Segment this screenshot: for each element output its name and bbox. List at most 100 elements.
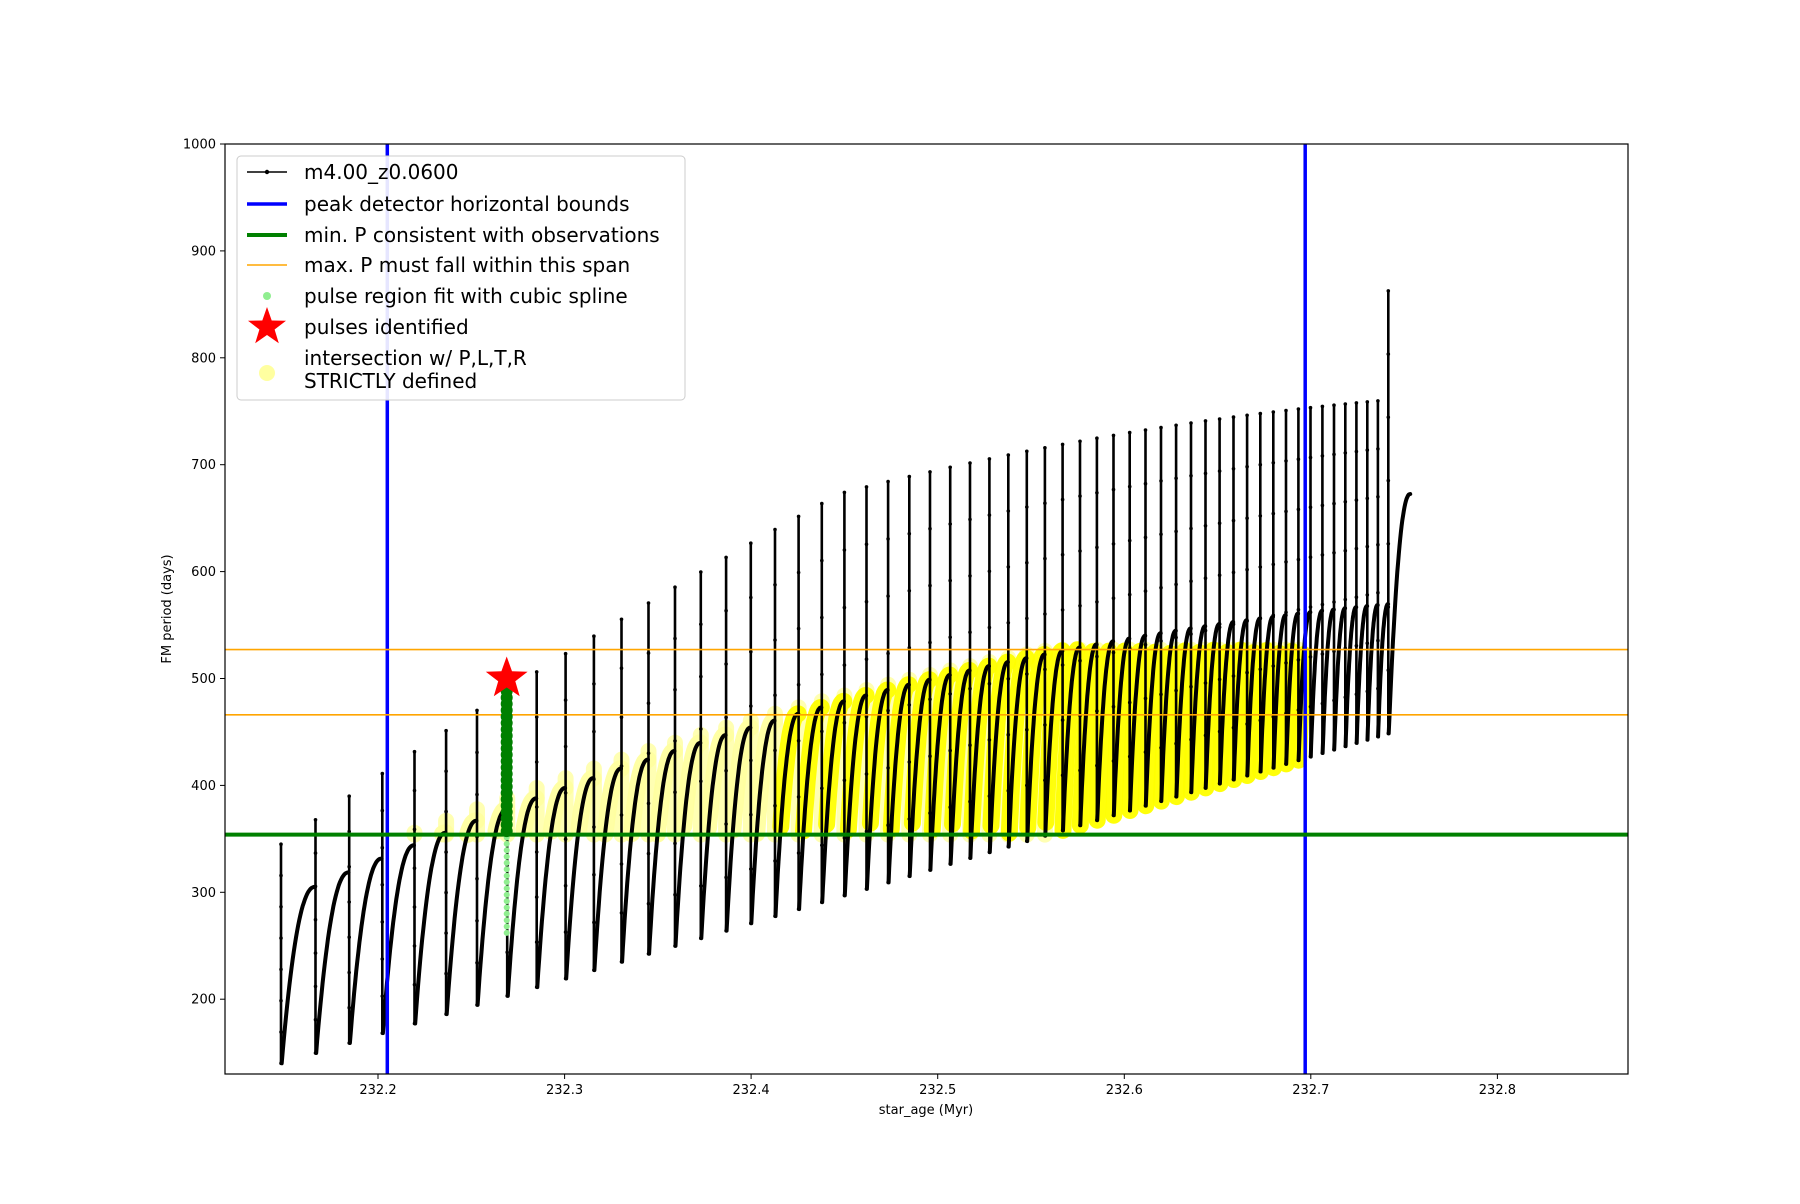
series-marker [749, 812, 753, 817]
series-marker [842, 778, 847, 783]
series-marker [987, 850, 992, 854]
series-marker [1320, 553, 1325, 557]
series-marker [1332, 501, 1336, 506]
series-marker [773, 748, 777, 753]
series-marker [1231, 622, 1236, 626]
series-marker [928, 470, 932, 474]
series-marker [1006, 788, 1011, 793]
max-period-span-lines [225, 648, 1628, 716]
y-axis-ticks: 200 300 400 500 600 700 800 900 1000 [183, 138, 225, 1008]
series-curve [347, 856, 384, 1045]
series-marker [1258, 769, 1263, 774]
series-marker [673, 687, 677, 692]
series-marker [928, 868, 932, 872]
series-marker [1296, 557, 1301, 562]
series-marker [1025, 783, 1029, 788]
series-marker [563, 651, 568, 656]
series-marker [1386, 478, 1391, 483]
series-marker [1284, 560, 1288, 564]
series-marker [1159, 425, 1163, 430]
series-marker [380, 957, 385, 961]
series-marker [1258, 411, 1263, 416]
series-marker [1174, 688, 1178, 693]
series-marker [1386, 542, 1391, 546]
series-marker [1231, 570, 1236, 575]
series-curve [864, 688, 890, 891]
series-marker [534, 850, 539, 854]
series-marker [1343, 500, 1348, 504]
legend-swatch-intersection [259, 365, 275, 381]
series-marker [1231, 725, 1236, 730]
series-marker [563, 976, 568, 981]
series-marker [1025, 505, 1029, 509]
series-marker [1189, 684, 1193, 689]
series-curve [505, 796, 539, 998]
series-marker [475, 876, 479, 881]
series-marker [928, 697, 932, 702]
series-marker [987, 513, 992, 517]
series-marker [1308, 605, 1313, 609]
series-marker [773, 693, 777, 697]
series-marker [1060, 828, 1065, 833]
series-marker [412, 788, 417, 793]
series-marker [1060, 497, 1065, 502]
pulse-identified-marker [485, 656, 528, 697]
series-marker [347, 829, 352, 834]
series-marker [534, 670, 539, 674]
series-marker [1111, 433, 1116, 438]
series-marker [1111, 650, 1116, 655]
x-tick-label: 232.5 [919, 1083, 956, 1098]
y-tick-label: 900 [191, 244, 216, 259]
series-marker [1095, 545, 1099, 550]
series-marker [864, 657, 869, 661]
series-marker [1060, 718, 1065, 722]
series-marker [313, 951, 318, 955]
series-marker [1296, 758, 1301, 762]
y-tick-label: 500 [191, 672, 216, 687]
legend-marker-series-swatch [264, 169, 270, 175]
series-marker [1365, 544, 1370, 549]
series-marker [1043, 446, 1047, 450]
series-curve [592, 766, 623, 973]
series-marker [673, 790, 677, 794]
series-marker [380, 1031, 385, 1035]
series-marker [1365, 641, 1370, 645]
series-marker [886, 651, 890, 656]
series-marker [1258, 462, 1263, 467]
series-marker [1189, 526, 1193, 531]
series-marker [1231, 415, 1236, 419]
series-marker [673, 739, 677, 743]
series-marker [699, 674, 703, 679]
series-marker [1217, 521, 1222, 525]
x-axis-ticks: 232.2 232.3 232.4 232.5 232.6 232.7 232.8 [359, 1074, 1516, 1098]
series-marker [1376, 399, 1380, 403]
series-marker [534, 985, 539, 989]
series-marker [1143, 803, 1148, 808]
series-marker [475, 1003, 479, 1007]
series-curve [797, 705, 824, 912]
series-marker [724, 555, 728, 560]
series-marker [948, 748, 952, 753]
series-marker [1078, 604, 1082, 608]
series-marker [796, 739, 801, 743]
series-marker [699, 779, 703, 784]
series-marker [505, 950, 510, 955]
series-marker [886, 708, 890, 713]
legend-entry-max-period-span: max. P must fall within this span [247, 253, 630, 277]
series-marker [1006, 677, 1011, 681]
series-curve [1386, 492, 1413, 736]
series-marker [1296, 457, 1301, 462]
x-tick-label: 232.8 [1479, 1083, 1516, 1098]
legend-label-intersection-line2: STRICTLY defined [304, 369, 477, 393]
series-marker [1078, 439, 1082, 444]
series-marker [820, 786, 824, 791]
series-marker [1203, 786, 1208, 790]
series-marker [646, 601, 651, 605]
series-marker [1245, 619, 1249, 623]
series-marker [412, 866, 417, 870]
series-marker [1043, 501, 1047, 506]
series-marker [534, 895, 539, 899]
series-marker [987, 625, 992, 630]
legend-label-min-period: min. P consistent with observations [304, 223, 660, 247]
series-marker [968, 461, 972, 465]
